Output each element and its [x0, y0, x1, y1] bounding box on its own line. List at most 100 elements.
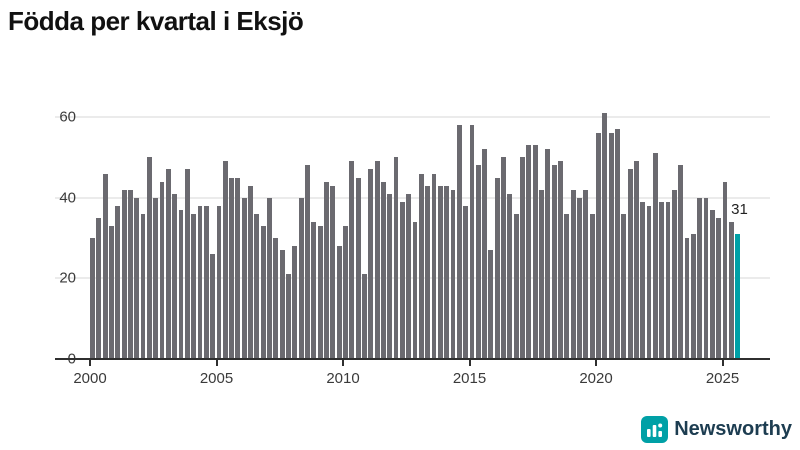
bar [425, 185, 431, 359]
bar [469, 125, 475, 359]
bar [602, 113, 608, 359]
bar [159, 181, 165, 359]
bar [564, 213, 570, 359]
bar [355, 177, 361, 359]
bar [545, 149, 551, 359]
bar [589, 213, 595, 359]
bar [703, 197, 709, 359]
bar [216, 205, 222, 359]
bar [165, 169, 171, 359]
bar [241, 197, 247, 359]
bar [235, 177, 241, 359]
bar [343, 225, 348, 359]
bar [146, 157, 152, 359]
bar [722, 181, 728, 359]
bar [463, 205, 469, 359]
bar [671, 189, 677, 359]
bar [178, 209, 184, 359]
x-axis-tick [342, 359, 344, 366]
bar [273, 237, 279, 359]
bar [456, 125, 462, 359]
bar [279, 249, 285, 359]
bar [248, 185, 254, 359]
x-axis-tick [468, 359, 471, 366]
bar [197, 205, 203, 359]
bar [513, 213, 519, 359]
bar [115, 205, 121, 359]
bar [728, 221, 734, 359]
x-axis-tick [89, 359, 91, 366]
bar [652, 153, 658, 359]
bar [494, 177, 500, 359]
bar [229, 177, 235, 359]
bar [684, 237, 690, 359]
bar [191, 213, 197, 359]
y-axis-tick-label: 60 [59, 108, 76, 126]
bar [222, 161, 228, 359]
bar [520, 157, 525, 359]
bar [90, 237, 95, 359]
bar [336, 245, 342, 359]
bar-chart-icon [641, 416, 669, 443]
bar [621, 213, 627, 359]
gridline [55, 196, 770, 199]
bar [374, 161, 380, 359]
bar [267, 197, 272, 359]
x-axis-tick [721, 359, 724, 366]
bar [210, 253, 216, 359]
bar [570, 189, 576, 359]
bar [298, 197, 304, 359]
gridline [55, 277, 770, 280]
bar [349, 161, 355, 359]
x-axis-tick-label: 2000 [73, 369, 107, 387]
bar [393, 157, 399, 359]
bar [399, 201, 405, 359]
bar [418, 173, 424, 359]
bar [102, 173, 108, 359]
bar [127, 189, 133, 359]
bar [184, 169, 190, 359]
bar [633, 161, 639, 359]
bar [697, 197, 703, 359]
bar [121, 189, 127, 359]
bar [444, 185, 450, 359]
bar [507, 193, 513, 359]
bar [596, 133, 601, 359]
bar [203, 205, 209, 359]
bar [640, 201, 646, 359]
bar [482, 149, 488, 359]
bar [690, 233, 696, 359]
bar [172, 193, 178, 359]
bar [324, 181, 329, 359]
bar [361, 274, 367, 359]
bar [526, 145, 532, 359]
bar [475, 165, 481, 359]
newsworthy-logo[interactable]: Newsworthy [641, 416, 792, 443]
bar [558, 161, 563, 359]
bar [368, 169, 374, 359]
bar [412, 221, 418, 359]
bar [532, 145, 538, 359]
x-axis-tick [595, 359, 597, 366]
bar [140, 213, 146, 359]
bar [583, 189, 589, 359]
chart-title: Födda per kvartal i Eksjö [8, 6, 304, 36]
bar [577, 197, 582, 359]
x-axis-tick-label: 2005 [199, 369, 234, 387]
bar [709, 209, 715, 359]
y-axis-tick-label: 40 [59, 189, 76, 207]
bar [260, 225, 266, 359]
bar [153, 197, 159, 359]
x-axis-line [55, 357, 770, 360]
bar [286, 274, 291, 359]
bar [406, 193, 412, 359]
bar [659, 201, 665, 359]
bar [614, 129, 620, 359]
y-axis-tick-label: 20 [59, 269, 76, 287]
x-axis-tick-label: 2025 [705, 369, 740, 387]
bar [387, 193, 393, 359]
bar [134, 197, 140, 359]
last-value-label: 31 [731, 200, 748, 218]
bar [488, 249, 494, 359]
